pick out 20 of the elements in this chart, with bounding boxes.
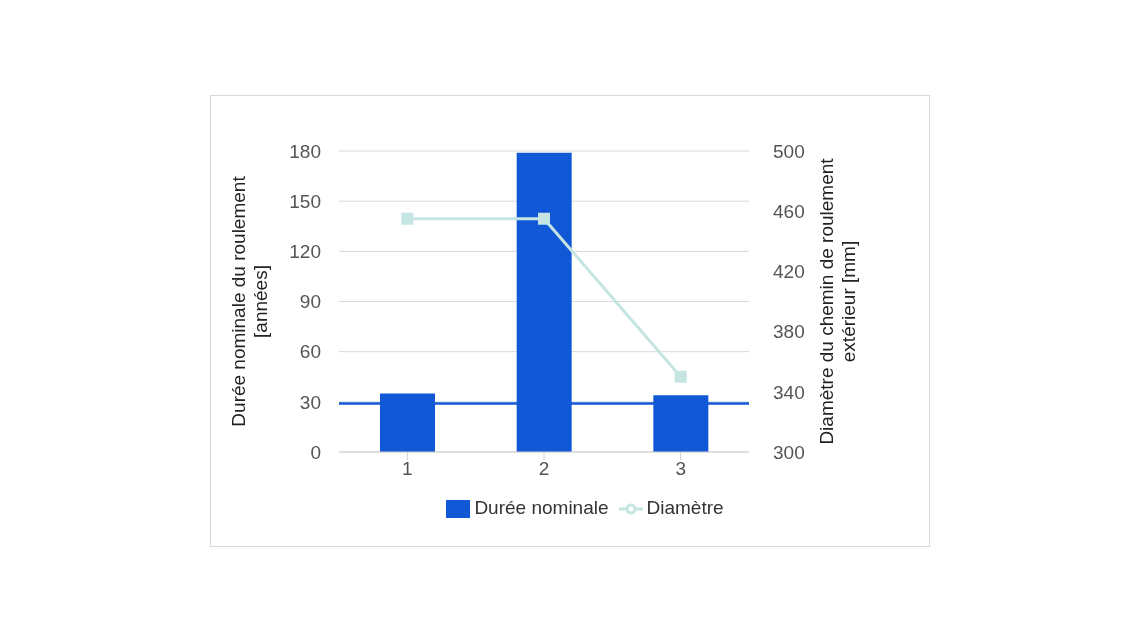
- y2-tick-label: 420: [773, 261, 805, 283]
- y-tick-label: 90: [299, 291, 321, 313]
- x-tick-label: 1: [402, 458, 413, 480]
- legend-label: Diamètre: [646, 497, 724, 519]
- y-tick-label: 150: [289, 190, 321, 212]
- y2-tick-label: 300: [773, 441, 805, 463]
- y2-tick-label: 500: [773, 140, 805, 162]
- y2-tick-label: 460: [773, 200, 805, 222]
- y2-tick-label: 340: [773, 381, 805, 403]
- y-axis-title: Durée nominale du roulement [années]: [228, 175, 271, 427]
- x-tick-label: 3: [675, 458, 686, 480]
- y-tick-label: 120: [289, 241, 321, 263]
- y-tick-label: 180: [289, 140, 321, 162]
- y-tick-label: 30: [299, 391, 321, 413]
- y2-tick-label: 380: [773, 321, 805, 343]
- x-tick-label: 2: [538, 458, 550, 480]
- legend-label: Durée nominale: [474, 497, 609, 519]
- y-tick-label: 0: [310, 441, 321, 463]
- y2-axis-title: Diamètre du chemin de roulement extérieur [mm]: [816, 157, 859, 445]
- y-tick-label: 60: [299, 341, 321, 363]
